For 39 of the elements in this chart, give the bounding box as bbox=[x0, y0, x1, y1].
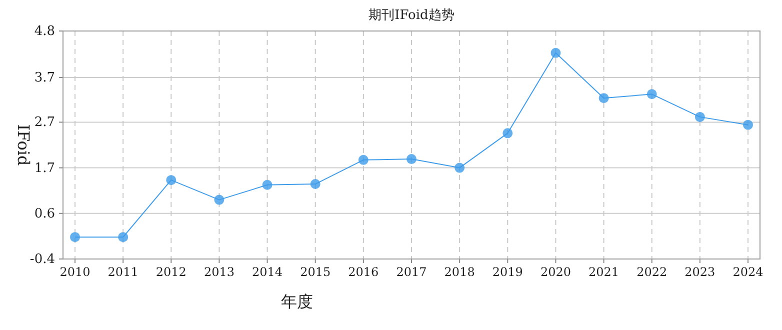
x-tick-label: 2012 bbox=[156, 265, 186, 279]
point bbox=[694, 112, 705, 122]
x-axis-title: 年度 bbox=[281, 292, 313, 311]
point bbox=[166, 175, 176, 186]
y-tick-label: 3.7 bbox=[34, 70, 55, 86]
x-tick-label: 2010 bbox=[60, 265, 90, 279]
point bbox=[310, 179, 320, 190]
chart-title: 期刊IFoid趋势 bbox=[368, 8, 454, 23]
point bbox=[406, 154, 416, 164]
point bbox=[550, 48, 561, 58]
x-tick-label: 2021 bbox=[588, 265, 620, 279]
x-tick-label: 2017 bbox=[396, 265, 427, 279]
x-tick-label: 2015 bbox=[300, 265, 331, 279]
point bbox=[454, 162, 465, 173]
point bbox=[502, 128, 513, 138]
x-tick-label: 2019 bbox=[492, 265, 523, 279]
y-tick-label: 2.7 bbox=[34, 115, 55, 130]
y-tick-label: 1.7 bbox=[34, 160, 55, 176]
x-tick-label: 2011 bbox=[108, 265, 138, 279]
point bbox=[118, 232, 128, 242]
point bbox=[262, 180, 272, 190]
y-tick-label: 0.6 bbox=[34, 206, 55, 222]
point bbox=[214, 194, 224, 205]
x-tick-label: 2013 bbox=[204, 265, 234, 279]
x-tick-label: 2024 bbox=[732, 265, 764, 279]
x-tick-label: 2014 bbox=[252, 265, 283, 279]
point bbox=[358, 154, 368, 165]
y-tick-label: -0.4 bbox=[30, 252, 55, 267]
x-tick-label: 2018 bbox=[444, 265, 475, 279]
x-tick-label: 2016 bbox=[348, 265, 379, 279]
x-tick-label: 2022 bbox=[636, 265, 668, 279]
point bbox=[598, 93, 609, 104]
point bbox=[70, 232, 80, 242]
y-axis-title: IFoid bbox=[14, 124, 33, 166]
x-tick-label: 2020 bbox=[540, 265, 571, 279]
point bbox=[743, 120, 753, 130]
y-tick-label: 4.8 bbox=[34, 24, 55, 39]
x-tick-label: 2023 bbox=[684, 265, 716, 279]
point bbox=[646, 89, 657, 100]
